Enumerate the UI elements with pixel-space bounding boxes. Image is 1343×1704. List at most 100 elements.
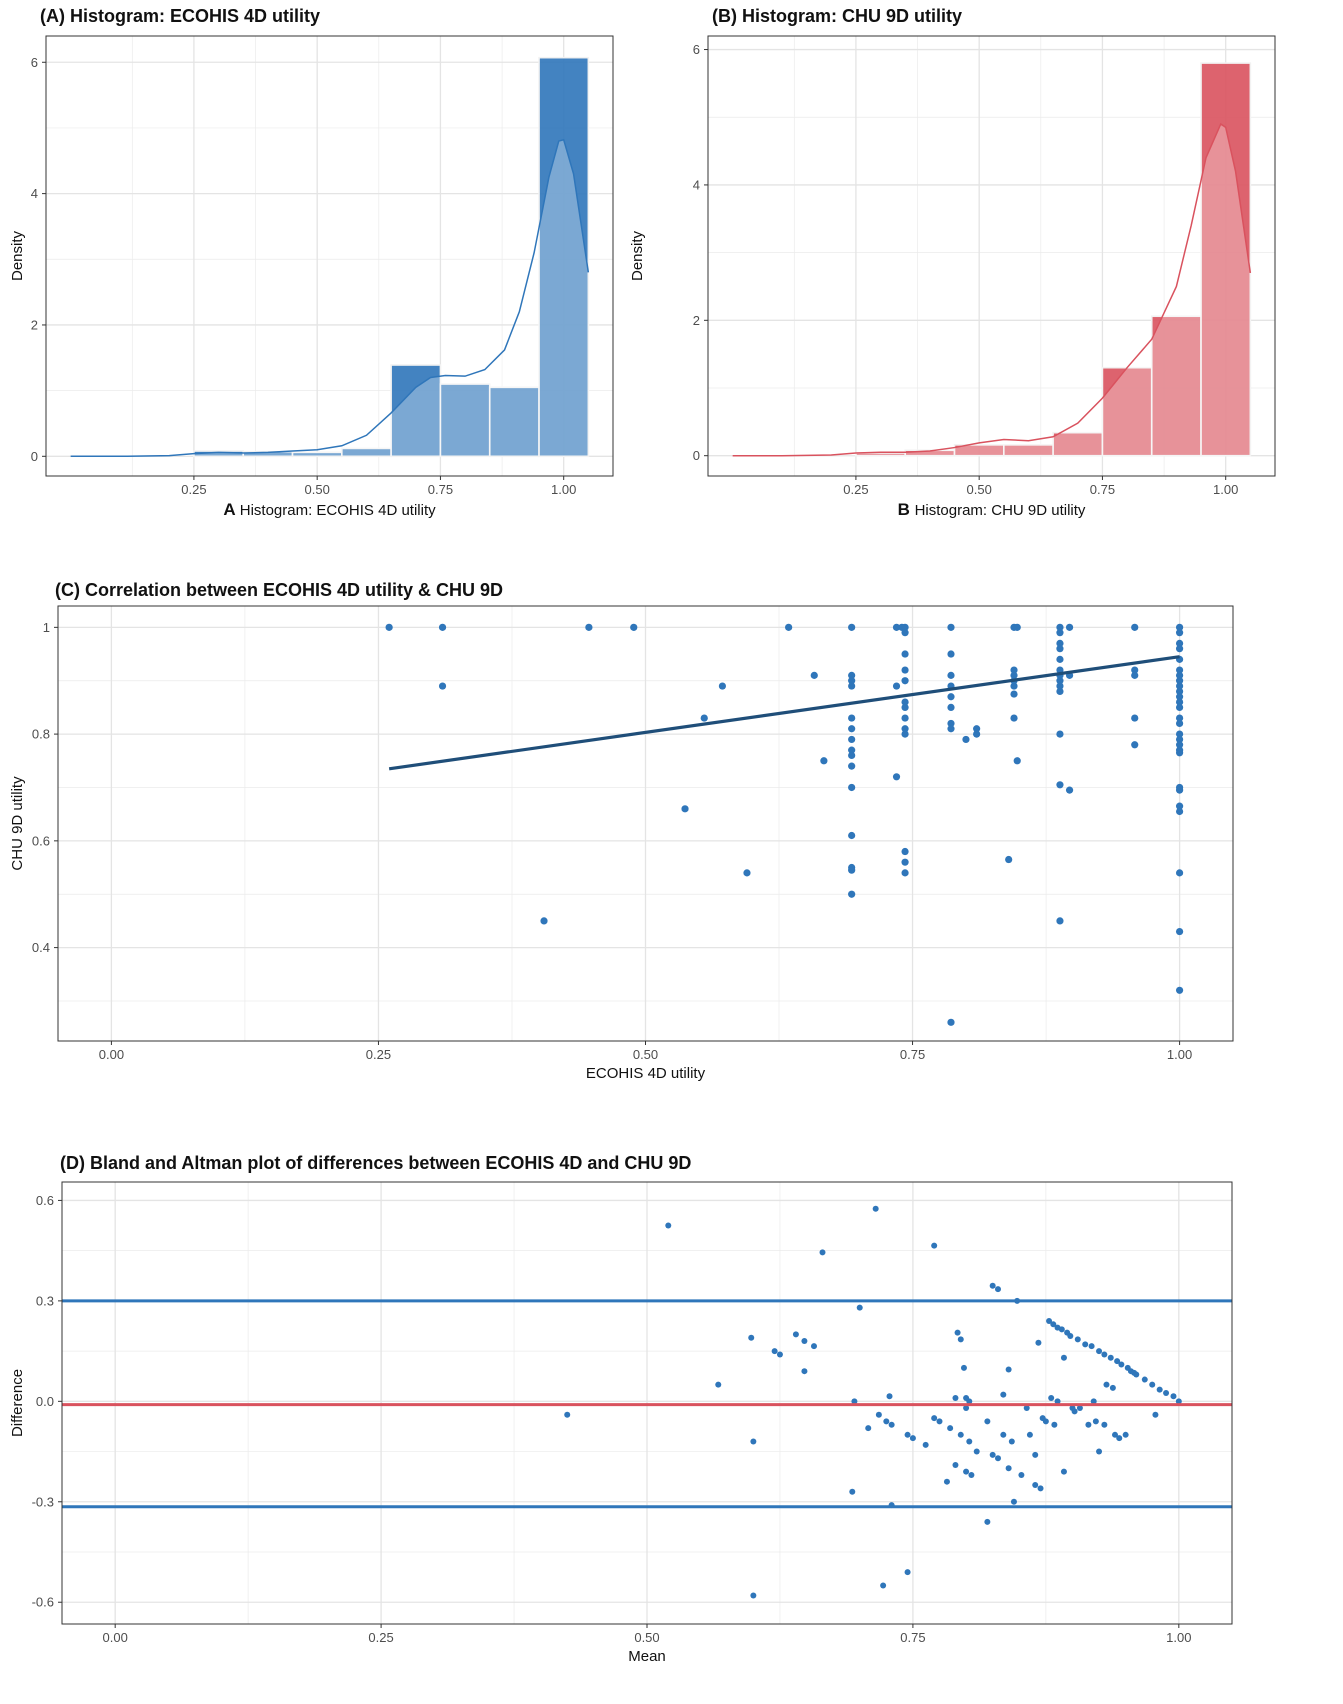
histogram-ecohis-chart: 0.25 0.50 0.75 1.00 0 2 4 6 A Histogram: ECOHIS … (9, 35, 614, 519)
scatter-point (909, 1435, 916, 1442)
y-tick-label: 4 (693, 177, 700, 192)
scatter-point (1010, 690, 1018, 698)
y-tick-label: 6 (31, 55, 38, 70)
scatter-point (1175, 703, 1184, 712)
scatter-point (1056, 687, 1064, 695)
scatter-point (1026, 1431, 1033, 1438)
panel-d-title: (D) Bland and Altman plot of differences… (60, 1153, 692, 1173)
y-axis-label: Density (629, 230, 646, 281)
x-axis-label: ECOHIS 4D utility (586, 1065, 706, 1082)
scatter-point (1175, 677, 1184, 685)
scatter-point (984, 1418, 991, 1425)
scatter-point (1010, 671, 1018, 679)
scatter-point (1071, 1408, 1078, 1415)
scatter-point (820, 757, 828, 765)
plot-border (45, 35, 614, 477)
scatter-point (848, 714, 856, 722)
scatter-point (947, 719, 955, 728)
scatter-point (901, 858, 909, 866)
scatter-point (1050, 1321, 1057, 1328)
scatter-point (901, 847, 909, 856)
histogram-bar (1101, 366, 1153, 457)
scatter-point (1065, 623, 1074, 631)
scatter-point (1175, 927, 1184, 936)
scatter-point (1107, 1354, 1114, 1361)
scatter-point (1175, 802, 1184, 810)
density-area (732, 124, 1251, 456)
scatter-point (785, 623, 793, 631)
scatter-point (1131, 623, 1139, 631)
scatter-point (1035, 1339, 1042, 1346)
scatter-point (1170, 1393, 1177, 1400)
x-tick-label: 0.00 (99, 1047, 124, 1062)
scatter-point (1058, 1326, 1065, 1333)
scatter-point (888, 1421, 895, 1428)
scatter-point (1005, 1465, 1012, 1472)
y-tick-label: 0 (31, 449, 38, 464)
scatter-point (901, 698, 909, 706)
scatter-point (963, 1468, 970, 1475)
scatter-point (585, 623, 593, 631)
plot-border (707, 35, 1276, 477)
scatter-point (875, 1411, 882, 1418)
scatter-point (1005, 1366, 1012, 1373)
x-axis-label: B Histogram: CHU 9D utility (898, 500, 1086, 519)
scatter-point (1175, 1398, 1182, 1405)
scatter-point (748, 1334, 755, 1341)
scatter-point (1118, 1361, 1125, 1368)
scatter-point (957, 1431, 964, 1438)
scatter-point (1013, 623, 1021, 631)
scatter-point (973, 730, 981, 738)
scatter-point (1175, 645, 1184, 653)
scatter-point (1175, 693, 1184, 701)
scatter-point (1175, 735, 1184, 744)
scatter-point (1096, 1348, 1103, 1355)
scatter-point (771, 1348, 778, 1355)
scatter-point (1042, 1418, 1049, 1425)
scatter-point (1156, 1386, 1163, 1393)
scatter-point (1175, 714, 1184, 722)
y-tick-label: -0.6 (32, 1595, 54, 1610)
scatter-point (901, 714, 909, 722)
panel-c-title: (C) Correlation between ECOHIS 4D utilit… (55, 580, 504, 600)
x-tick-label: 1.00 (1213, 482, 1238, 497)
scatter-point (1175, 741, 1184, 749)
scatter-point (1116, 1435, 1123, 1442)
scatter-point (848, 751, 856, 760)
scatter-point (1054, 1398, 1061, 1405)
scatter-point (966, 1438, 973, 1445)
scatter-point (931, 1242, 938, 1249)
scatter-point (1056, 917, 1064, 925)
scatter-point (904, 1569, 911, 1576)
scatter-point (848, 725, 856, 733)
y-tick-label: 0.6 (36, 1193, 54, 1208)
scatter-point (810, 671, 818, 679)
x-tick-label: 0.25 (843, 482, 868, 497)
scatter-point (952, 1461, 959, 1468)
regression-line (388, 655, 1180, 771)
scatter-point (1032, 1482, 1039, 1489)
scatter-point (1131, 741, 1139, 749)
scatter-point (1175, 682, 1184, 690)
scatter-point (1133, 1371, 1140, 1378)
scatter-point (1005, 855, 1013, 864)
density-curve (732, 122, 1252, 457)
x-tick-label: 0.25 (366, 1047, 391, 1062)
y-tick-label: 4 (31, 186, 38, 201)
scatter-point (947, 725, 955, 733)
scatter-point (1175, 719, 1184, 728)
scatter-point (1056, 730, 1064, 738)
scatter-point (1085, 1421, 1092, 1428)
y-axis-label: Difference (9, 1369, 26, 1437)
scatter-point (438, 682, 447, 690)
scatter-point (1109, 1384, 1116, 1391)
scatter-point (1131, 714, 1139, 722)
y-tick-label: 0 (693, 448, 700, 463)
scatter-point (892, 773, 901, 781)
scatter-point (901, 666, 909, 674)
scatter-point (700, 714, 708, 722)
scatter-point (1000, 1431, 1007, 1438)
y-tick-label: -0.3 (32, 1494, 54, 1509)
scatter-point (1023, 1405, 1030, 1412)
scatter-point (848, 671, 856, 679)
